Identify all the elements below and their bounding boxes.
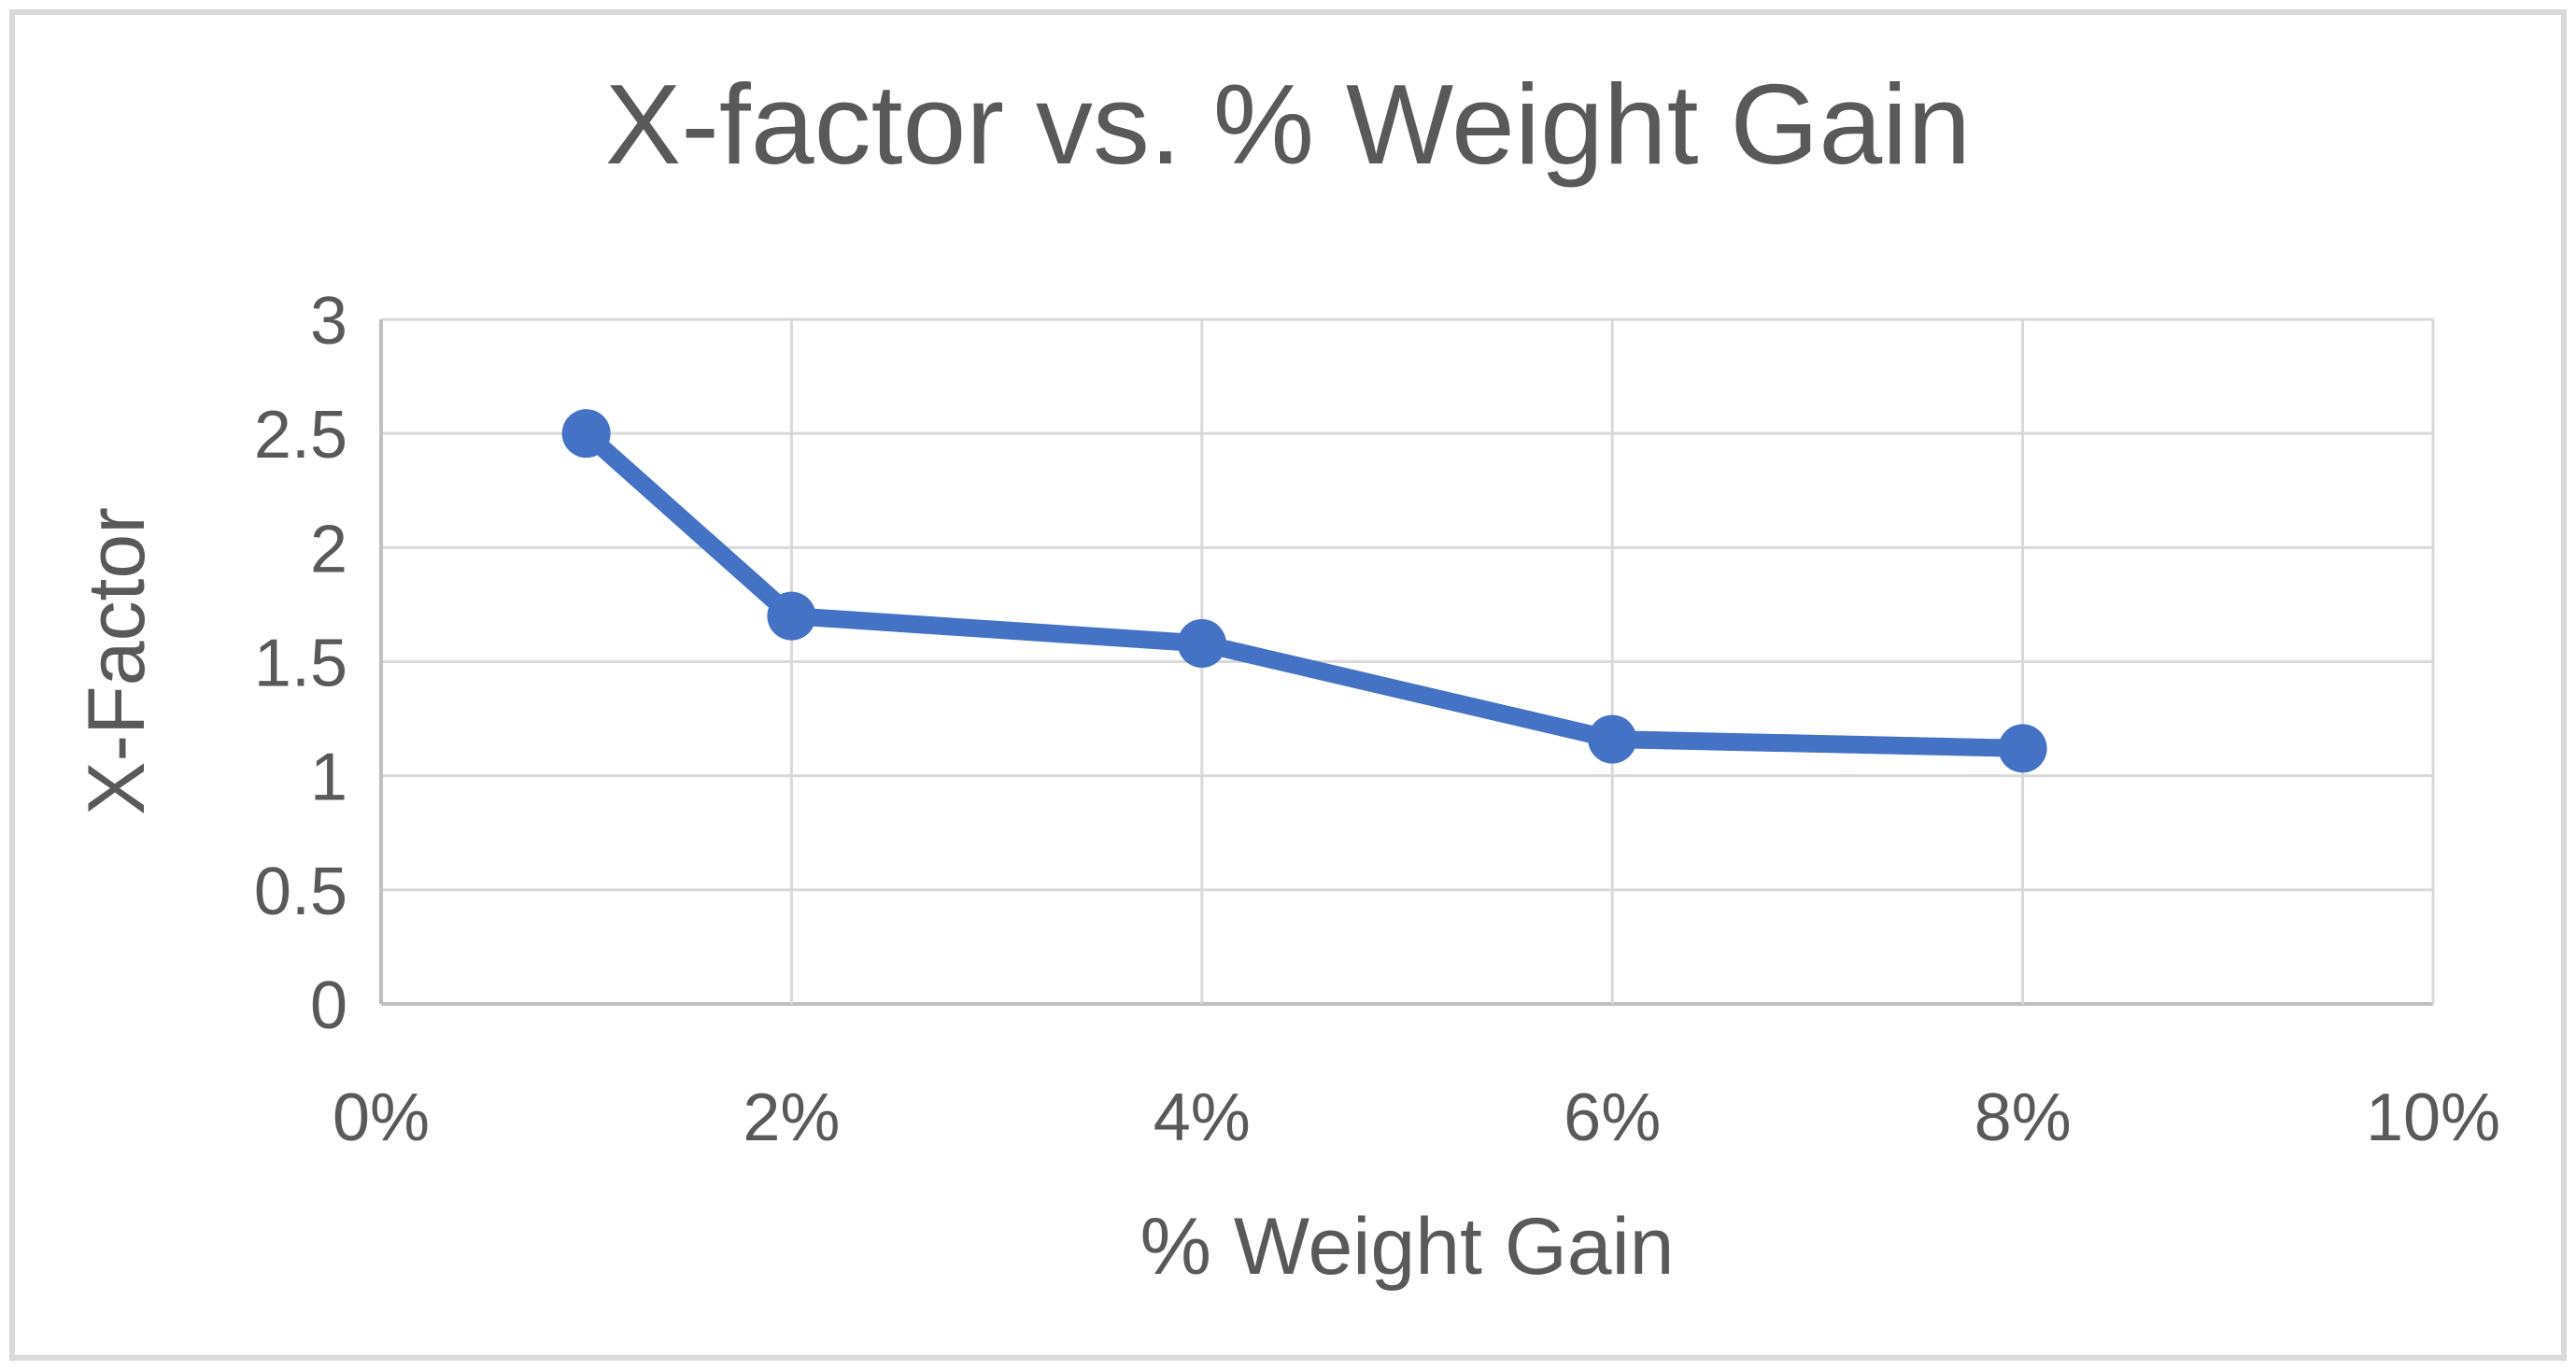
y-tick-label: 2.5 [254, 398, 347, 473]
y-tick-label: 0.5 [254, 854, 347, 929]
y-tick-label: 2 [310, 512, 347, 586]
y-tick-label: 0 [310, 968, 347, 1043]
data-point-marker [1998, 724, 2047, 773]
x-tick-label: 0% [333, 1080, 430, 1155]
data-point-marker [561, 409, 611, 459]
chart-title: X-factor vs. % Weight Gain [604, 61, 1972, 188]
chart-border-frame [9, 9, 2567, 1361]
series-line [577, 424, 2032, 757]
x-tick-label: 8% [1974, 1080, 2072, 1155]
x-tick-label: 2% [743, 1080, 840, 1155]
x-axis-title: % Weight Gain [1139, 1202, 1675, 1292]
data-point-marker [767, 591, 816, 641]
x-tick-label: 10% [2366, 1080, 2500, 1155]
y-tick-label: 1.5 [254, 627, 347, 701]
x-tick-label: 4% [1154, 1080, 1251, 1155]
y-tick-label: 3 [310, 284, 347, 359]
x-tick-label: 6% [1564, 1080, 1661, 1155]
y-tick-label: 1 [310, 741, 347, 815]
data-point-marker [1177, 618, 1226, 668]
data-point-marker [1588, 714, 1637, 764]
